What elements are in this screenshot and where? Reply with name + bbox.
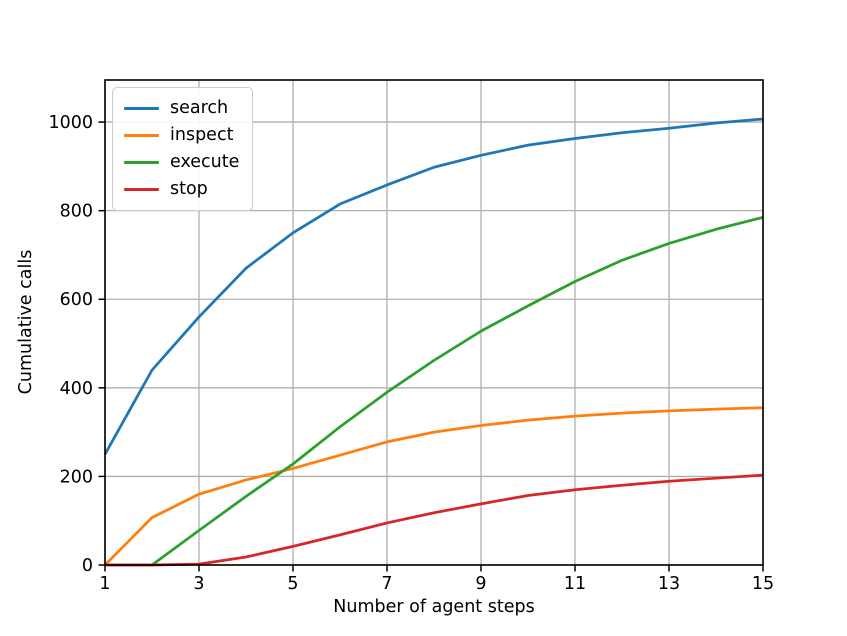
y-tick-label: 0 xyxy=(82,556,93,576)
y-tick-label: 800 xyxy=(60,202,93,222)
y-tick-label: 400 xyxy=(60,379,93,399)
legend-line-swatch-inspect xyxy=(124,134,159,137)
legend-item-search: search xyxy=(124,95,239,122)
y-tick-label: 200 xyxy=(60,467,93,487)
plot-border xyxy=(104,79,764,566)
x-tick-label: 13 xyxy=(658,574,680,594)
y-tick-label: 600 xyxy=(60,290,93,310)
x-tick-label: 3 xyxy=(193,574,204,594)
legend-label-inspect: inspect xyxy=(170,125,234,145)
series-line-search xyxy=(103,117,764,455)
x-tick-label: 1 xyxy=(99,574,110,594)
x-axis-label: Number of agent steps xyxy=(333,597,535,617)
y-tick-label: 1000 xyxy=(48,113,93,133)
x-tick-label: 7 xyxy=(381,574,392,594)
series-line-execute xyxy=(105,215,764,567)
legend: search inspect execute stop xyxy=(112,87,254,211)
x-tick-label: 11 xyxy=(564,574,586,594)
legend-item-inspect: inspect xyxy=(124,122,239,149)
series-line-stop xyxy=(105,473,764,567)
y-axis-label: Cumulative calls xyxy=(16,249,36,395)
x-tick-label: 15 xyxy=(752,574,774,594)
legend-label-search: search xyxy=(170,98,229,118)
legend-line-swatch-execute xyxy=(124,161,159,164)
x-tick-label: 5 xyxy=(287,574,298,594)
legend-line-swatch-search xyxy=(124,107,159,110)
x-tick-label: 9 xyxy=(475,574,486,594)
series-line-inspect xyxy=(104,406,764,566)
legend-label-stop: stop xyxy=(170,179,208,199)
legend-line-swatch-stop xyxy=(124,188,159,191)
legend-label-execute: execute xyxy=(170,152,240,172)
legend-item-execute: execute xyxy=(124,149,239,176)
legend-item-stop: stop xyxy=(124,176,239,203)
